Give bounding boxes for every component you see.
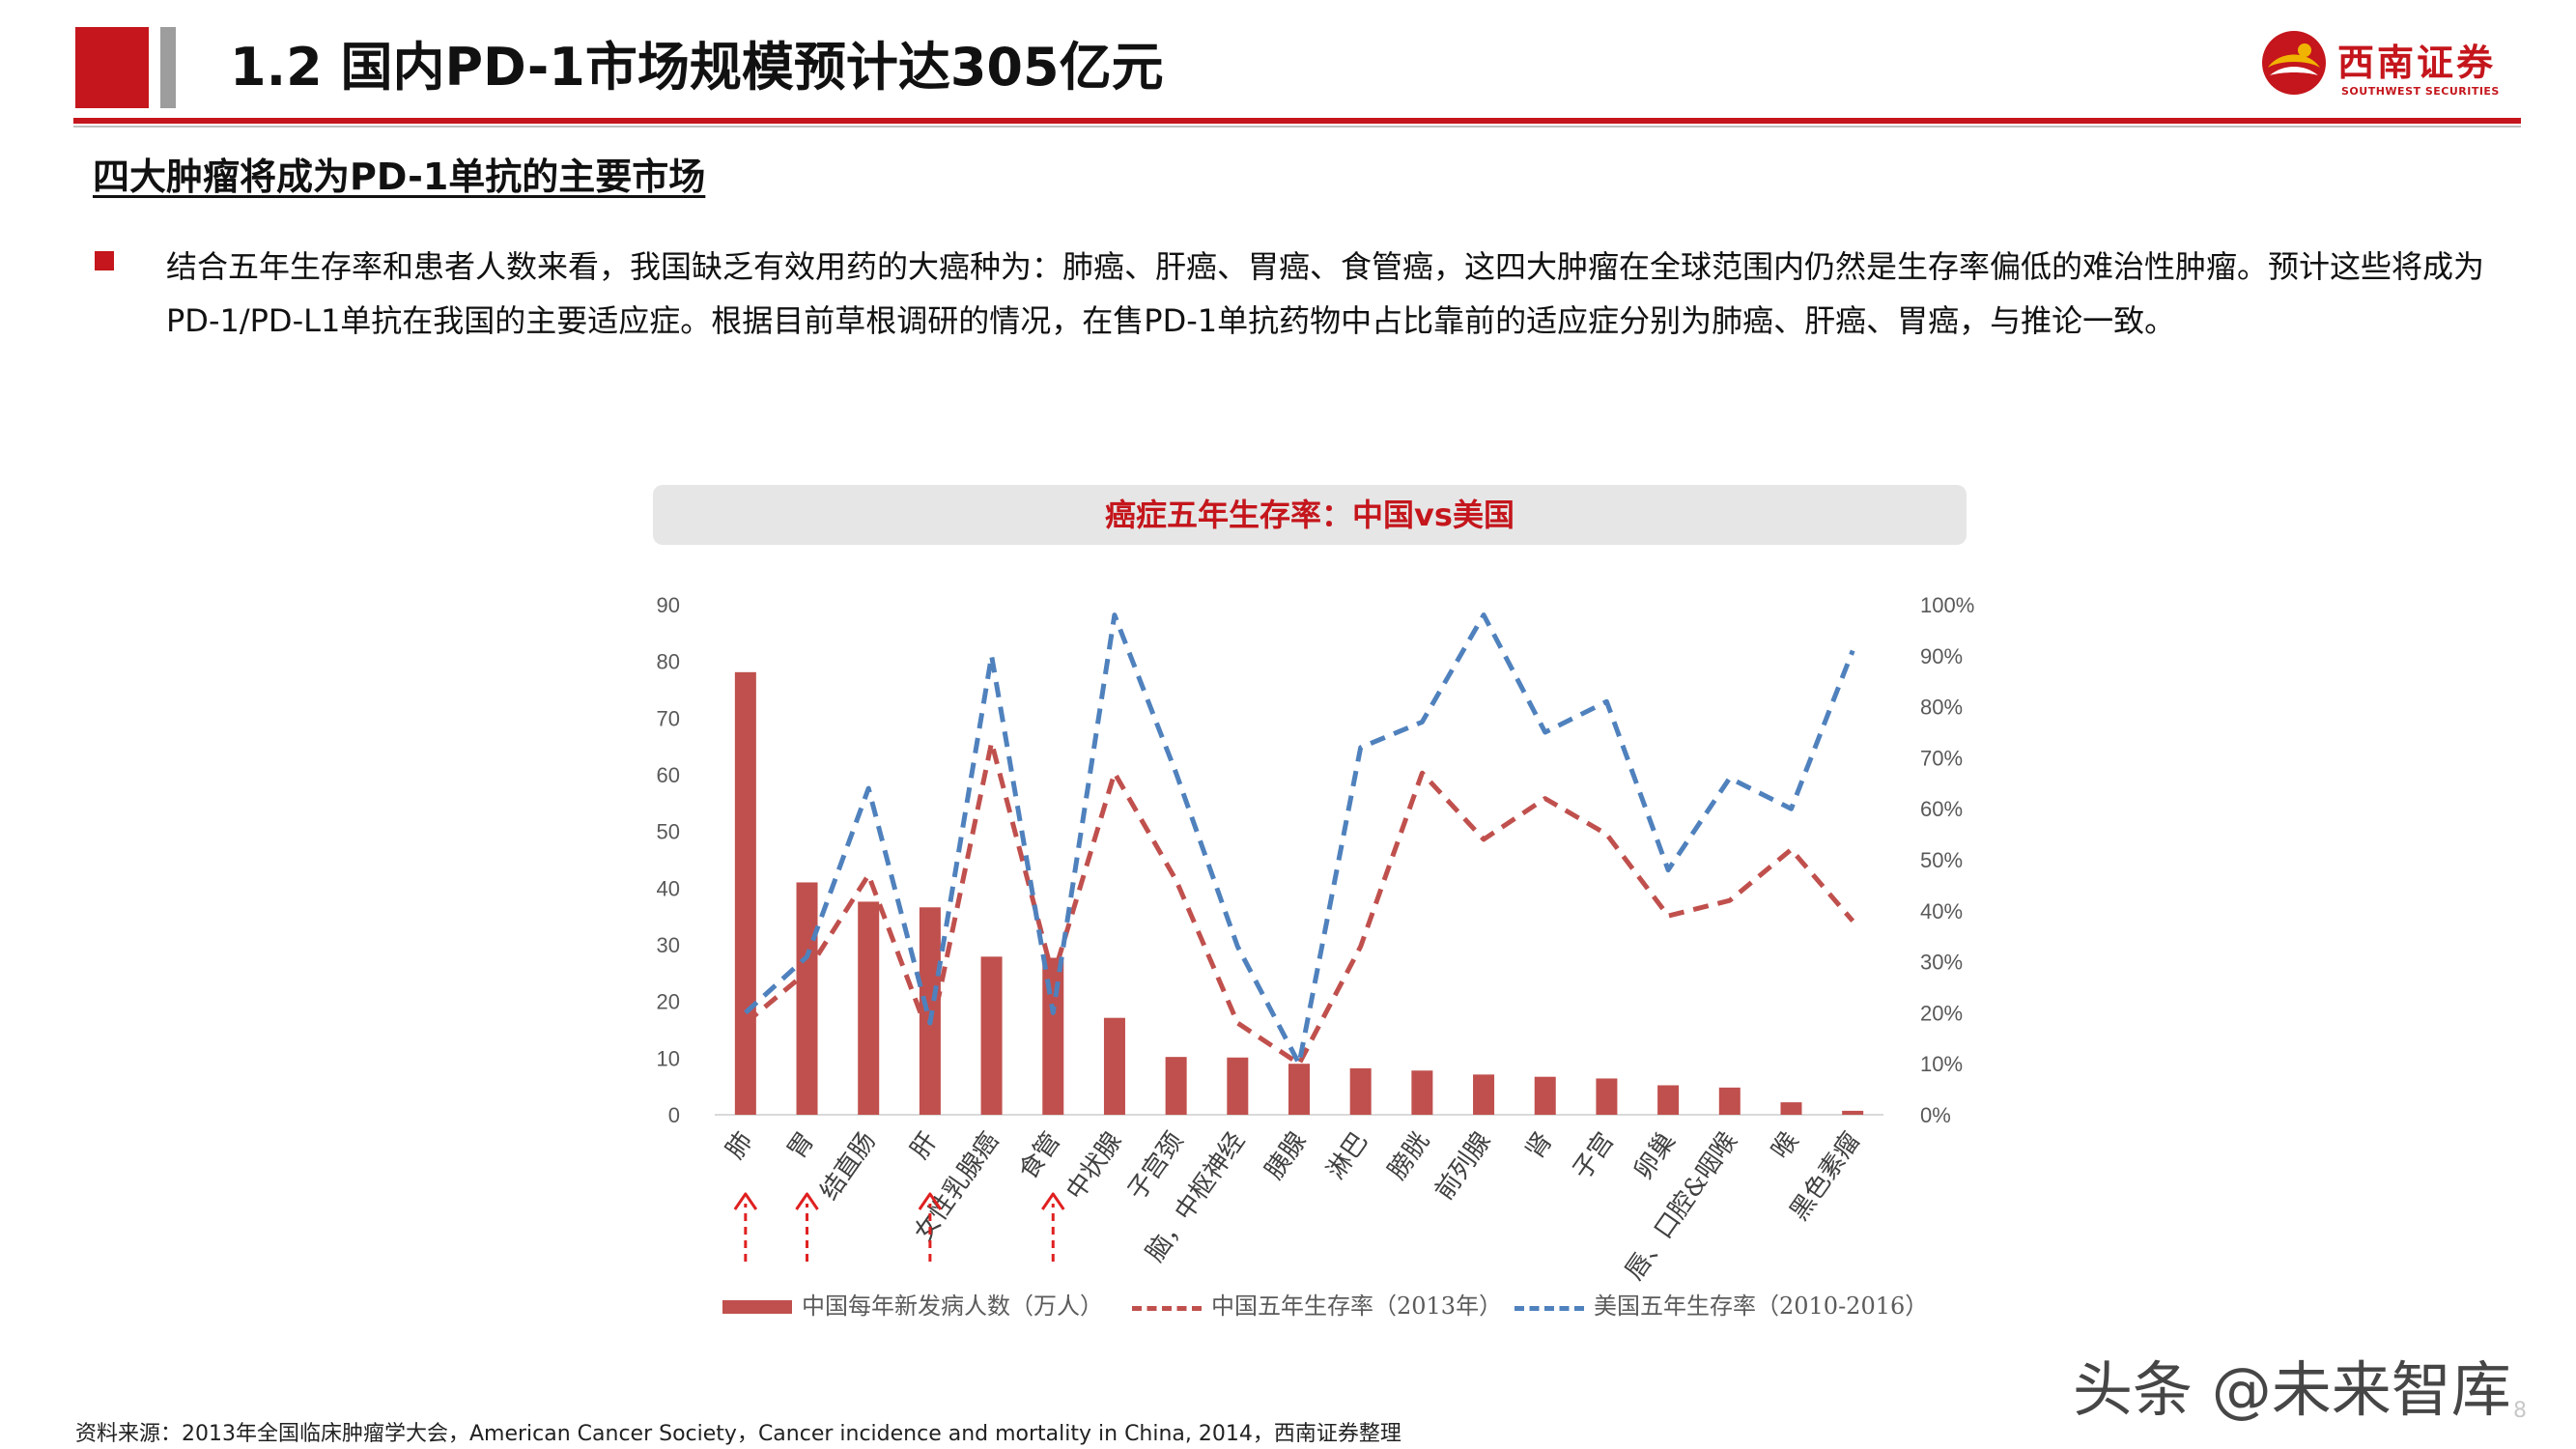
y-right-tick-label: 20%	[1920, 1001, 1963, 1025]
category-label: 肾	[1520, 1127, 1558, 1165]
legend-item-us-survival: 美国五年生存率（2010-2016）	[1514, 1287, 1978, 1325]
category-label: 肝	[905, 1127, 943, 1165]
y-left-tick-label: 10	[657, 1046, 680, 1070]
category-label: 子宫	[1568, 1127, 1620, 1185]
bar	[796, 882, 818, 1115]
y-left-tick-label: 40	[657, 876, 680, 900]
y-right-tick-label: 50%	[1920, 848, 1963, 872]
legend-item-cn-incidence: 中国每年新发病人数（万人）	[722, 1287, 1109, 1325]
category-label: 淋巴	[1321, 1127, 1373, 1185]
chart-axes: 0 10 20 30 40 50 60 70 80 90 0% 10% 20% 30% 40% 50% 60% 7…	[657, 593, 1975, 1127]
legend-label: 中国五年生存率（2013年）	[1211, 1293, 1503, 1320]
section-subheading: 四大肿瘤将成为PD-1单抗的主要市场	[93, 156, 706, 198]
bar	[1657, 1085, 1680, 1115]
bar	[734, 671, 756, 1115]
category-label: 卵巢	[1628, 1127, 1681, 1185]
page-number: 8	[2513, 1399, 2527, 1423]
header-gray-block	[160, 27, 176, 108]
category-label: 肺	[721, 1127, 758, 1165]
bar	[1411, 1070, 1433, 1115]
bar	[1165, 1057, 1187, 1115]
y-right-tick-label: 70%	[1920, 746, 1963, 770]
y-left-tick-label: 60	[657, 763, 680, 787]
watermark: 头条 @未来智库	[2073, 1354, 2511, 1425]
category-labels: 肺胃结直肠 肝女性乳腺癌 食管中状腺子宫颈脑，中枢神经 胰腺 淋巴 膀胱前列腺肾子宫 卵巢唇…	[721, 1127, 1866, 1286]
bar	[1349, 1067, 1372, 1115]
y-right-tick-label: 90%	[1920, 644, 1963, 668]
legend-swatch-bar	[722, 1300, 792, 1314]
category-label: 中状腺	[1061, 1127, 1127, 1206]
highlight-arrow-head-icon	[918, 1192, 943, 1210]
bar	[1780, 1102, 1802, 1115]
y-right-tick-label: 40%	[1920, 899, 1963, 923]
category-label: 前列腺	[1430, 1127, 1496, 1206]
legend-swatch-red-dash	[1132, 1306, 1202, 1311]
highlight-arrow-head-icon	[795, 1192, 819, 1210]
slide-title: 1.2 国内PD-1市场规模预计达305亿元	[230, 37, 1164, 98]
legend-swatch-blue-dash	[1514, 1306, 1584, 1311]
category-label: 唇、口腔&咽喉	[1620, 1127, 1742, 1286]
header-rule	[73, 118, 2521, 124]
bar-series	[734, 671, 1864, 1115]
y-left-tick-label: 20	[657, 990, 680, 1014]
category-label: 胃	[782, 1127, 820, 1165]
bar	[1718, 1087, 1741, 1115]
header-rule-shadow	[73, 126, 2521, 128]
bar	[980, 956, 1003, 1115]
category-label: 结直肠	[815, 1127, 882, 1206]
y-right-tick-label: 10%	[1920, 1052, 1963, 1076]
line-series-china	[744, 740, 1855, 1066]
bullet-paragraph: 结合五年生存率和患者人数来看，我国缺乏有效用药的大癌种为：肺癌、肝癌、胃癌、食管…	[166, 248, 2485, 339]
bar	[1596, 1078, 1618, 1115]
legend-label: 美国五年生存率（2010-2016）	[1594, 1293, 1929, 1320]
y-right-tick-label: 60%	[1920, 797, 1963, 821]
bar	[1103, 1017, 1125, 1115]
category-label: 喉	[1767, 1127, 1804, 1165]
highlight-arrows	[733, 1192, 1065, 1262]
bar	[1534, 1076, 1556, 1115]
chart-legend: 中国每年新发病人数（万人） 中国五年生存率（2013年） 美国五年生存率（201…	[722, 1287, 1978, 1325]
highlight-arrow-head-icon	[1041, 1192, 1065, 1210]
bar	[1473, 1074, 1495, 1115]
category-label: 食管	[1014, 1127, 1066, 1185]
legend-label: 中国每年新发病人数（万人）	[802, 1293, 1103, 1320]
y-right-tick-label: 80%	[1920, 696, 1963, 720]
y-right-tick-label: 100%	[1920, 593, 1974, 617]
bar	[858, 901, 880, 1115]
legend-item-cn-survival: 中国五年生存率（2013年）	[1132, 1287, 1509, 1325]
y-left-tick-label: 50	[657, 820, 680, 844]
bar	[1842, 1110, 1864, 1115]
source-note: 资料来源：2013年全国临床肿瘤学大会，American Cancer Soci…	[75, 1422, 1401, 1446]
highlight-arrow-head-icon	[733, 1192, 758, 1210]
category-label: 子宫颈	[1122, 1127, 1189, 1206]
y-right-tick-label: 0%	[1920, 1103, 1951, 1127]
logo-mark-icon	[2262, 31, 2326, 95]
line-series-us	[744, 612, 1855, 1066]
category-label: 胰腺	[1260, 1127, 1312, 1185]
y-right-tick-label: 30%	[1920, 951, 1963, 975]
bullet-marker-icon	[95, 251, 114, 270]
bar	[1288, 1064, 1310, 1115]
company-logo: 西南证券 SOUTHWEST SECURITIES	[2260, 29, 2531, 106]
logo-name-cn: 西南证券	[2337, 41, 2497, 84]
y-left-tick-label: 90	[657, 593, 680, 617]
y-left-tick-label: 70	[657, 706, 680, 730]
y-left-tick-label: 0	[668, 1103, 680, 1127]
bar	[1227, 1057, 1249, 1115]
y-left-tick-label: 80	[657, 650, 680, 674]
chart-title: 癌症五年生存率：中国vs美国	[1105, 497, 1514, 533]
category-label: 膀胱	[1383, 1127, 1435, 1185]
header-red-block	[75, 27, 149, 108]
line-series	[744, 612, 1855, 1066]
y-left-tick-label: 30	[657, 933, 680, 957]
logo-name-en: SOUTHWEST SECURITIES	[2341, 85, 2500, 98]
chart-title-box: 癌症五年生存率：中国vs美国	[653, 485, 1967, 545]
bar	[1042, 957, 1064, 1115]
